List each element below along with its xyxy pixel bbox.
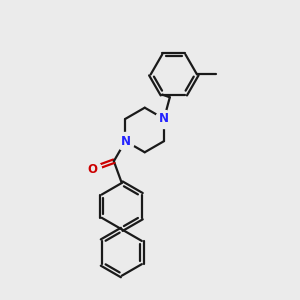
Text: N: N bbox=[159, 112, 169, 125]
Text: N: N bbox=[120, 135, 130, 148]
Text: O: O bbox=[87, 163, 97, 176]
